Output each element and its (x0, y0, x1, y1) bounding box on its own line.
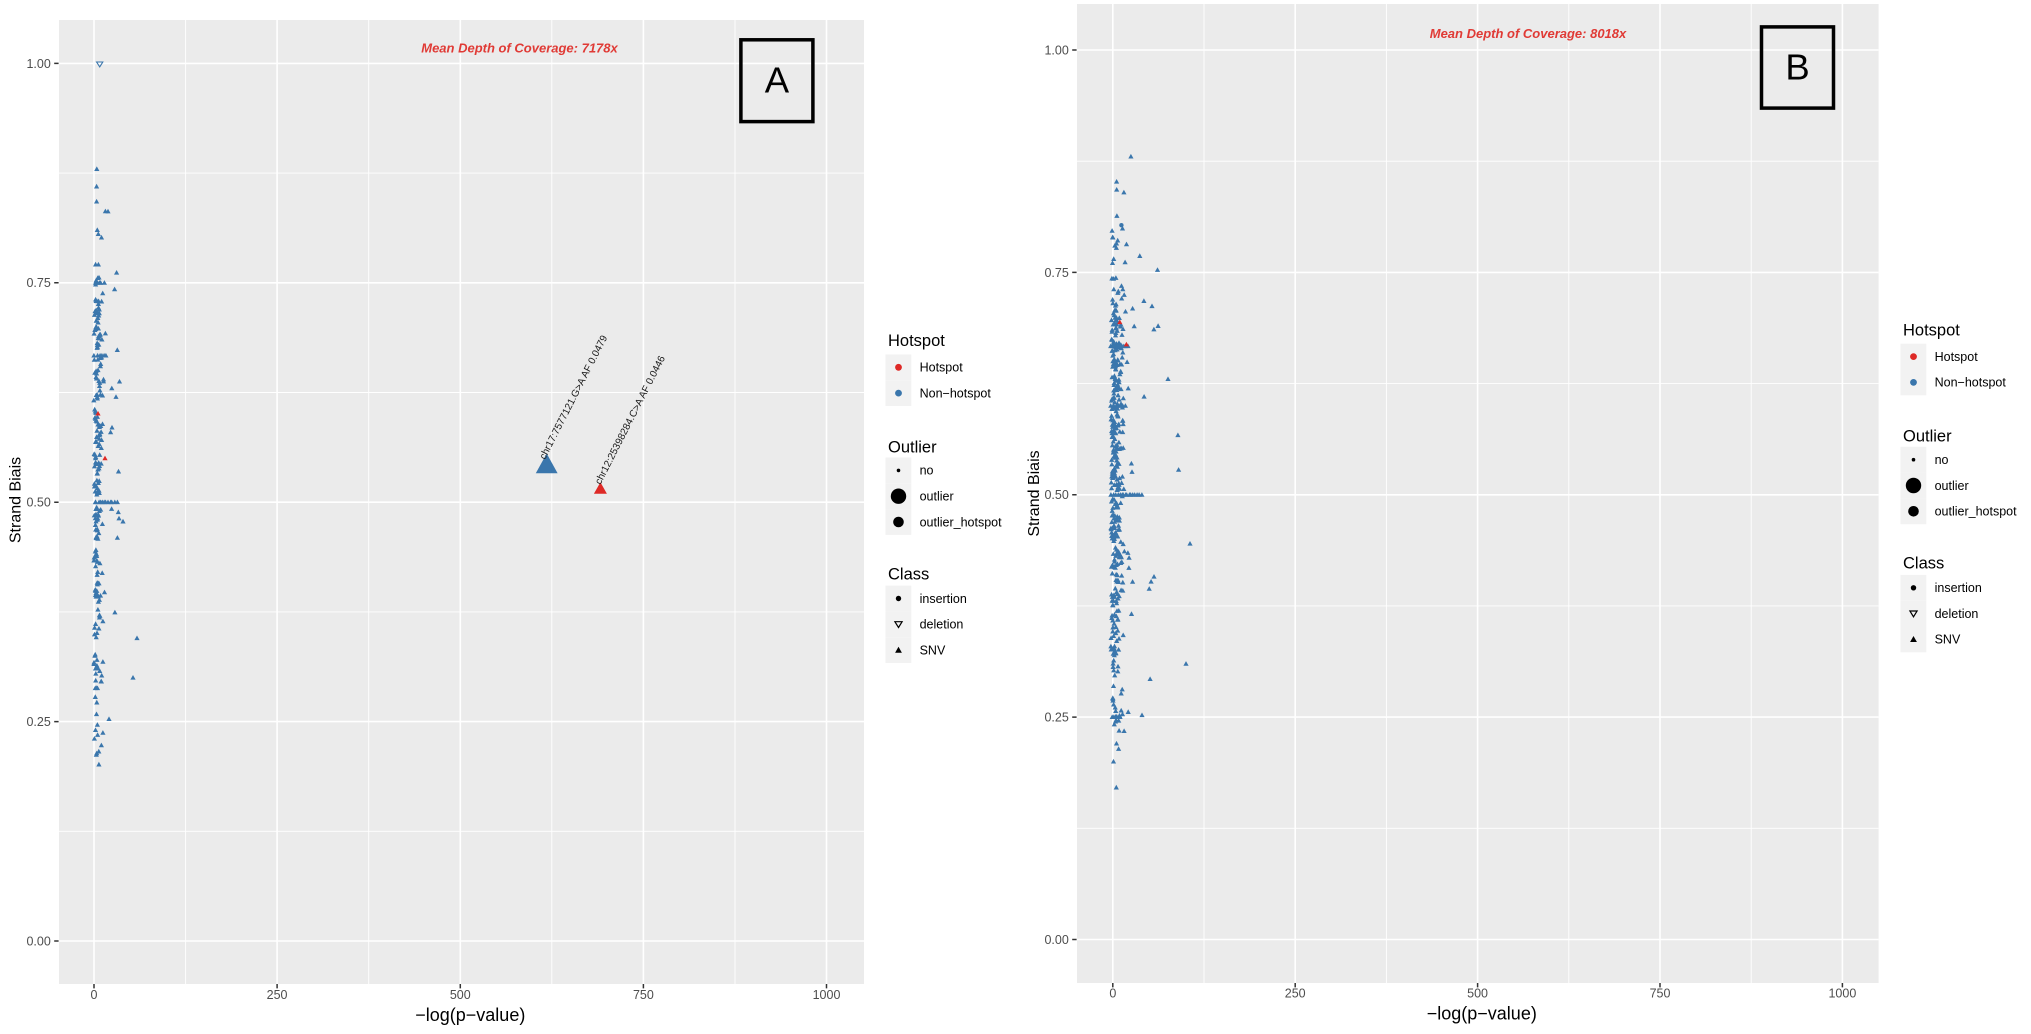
svg-text:deletion: deletion (1935, 607, 1979, 621)
svg-text:0.25: 0.25 (1044, 711, 1068, 725)
svg-text:outlier: outlier (920, 490, 954, 504)
svg-text:750: 750 (1650, 987, 1671, 1001)
svg-text:−log(p−value): −log(p−value) (1427, 1004, 1537, 1024)
svg-text:Class: Class (888, 565, 929, 583)
svg-text:250: 250 (1285, 987, 1306, 1001)
svg-text:0.75: 0.75 (26, 276, 50, 290)
svg-text:SNV: SNV (1935, 633, 1961, 647)
svg-text:B: B (1785, 47, 1809, 88)
svg-text:750: 750 (633, 988, 654, 1002)
svg-text:A: A (765, 60, 790, 101)
svg-text:Hotspot: Hotspot (920, 361, 964, 375)
svg-text:Outlier: Outlier (1903, 428, 1952, 446)
svg-text:250: 250 (267, 988, 288, 1002)
svg-text:1.00: 1.00 (1044, 43, 1068, 57)
svg-text:Strand Biais: Strand Biais (7, 457, 24, 543)
svg-text:500: 500 (450, 988, 471, 1002)
svg-text:0.50: 0.50 (1044, 488, 1068, 502)
svg-text:500: 500 (1467, 987, 1488, 1001)
svg-text:SNV: SNV (920, 643, 946, 657)
svg-text:Class: Class (1903, 555, 1944, 573)
svg-text:Outlier: Outlier (888, 438, 937, 456)
svg-text:no: no (1935, 453, 1949, 467)
svg-text:0.00: 0.00 (1044, 933, 1068, 947)
svg-text:0.00: 0.00 (26, 934, 50, 948)
svg-text:0.50: 0.50 (26, 496, 50, 510)
svg-text:insertion: insertion (920, 592, 967, 606)
svg-text:Hotspot: Hotspot (888, 332, 945, 350)
svg-text:Hotspot: Hotspot (1935, 350, 1979, 364)
svg-text:0.75: 0.75 (1044, 266, 1068, 280)
svg-text:1000: 1000 (1828, 987, 1856, 1001)
svg-text:Mean Depth of Coverage: 7178x: Mean Depth of Coverage: 7178x (421, 41, 618, 56)
svg-text:outlier: outlier (1935, 479, 1969, 493)
svg-text:0.25: 0.25 (26, 715, 50, 729)
svg-text:no: no (920, 464, 934, 478)
svg-text:1000: 1000 (813, 988, 841, 1002)
svg-text:deletion: deletion (920, 618, 964, 632)
svg-text:Hotspot: Hotspot (1903, 321, 1960, 339)
svg-text:insertion: insertion (1935, 581, 1982, 595)
svg-text:Non−hotspot: Non−hotspot (920, 386, 992, 400)
svg-text:0: 0 (91, 988, 98, 1002)
svg-text:−log(p−value): −log(p−value) (415, 1005, 525, 1025)
svg-text:outlier_hotspot: outlier_hotspot (1935, 505, 2018, 519)
svg-text:Non−hotspot: Non−hotspot (1935, 376, 2007, 390)
svg-text:outlier_hotspot: outlier_hotspot (920, 515, 1003, 529)
svg-text:1.00: 1.00 (26, 57, 50, 71)
svg-text:Strand Biais: Strand Biais (1026, 450, 1043, 536)
svg-text:0: 0 (1109, 987, 1116, 1001)
svg-text:Mean Depth of Coverage: 8018x: Mean Depth of Coverage: 8018x (1430, 26, 1627, 41)
